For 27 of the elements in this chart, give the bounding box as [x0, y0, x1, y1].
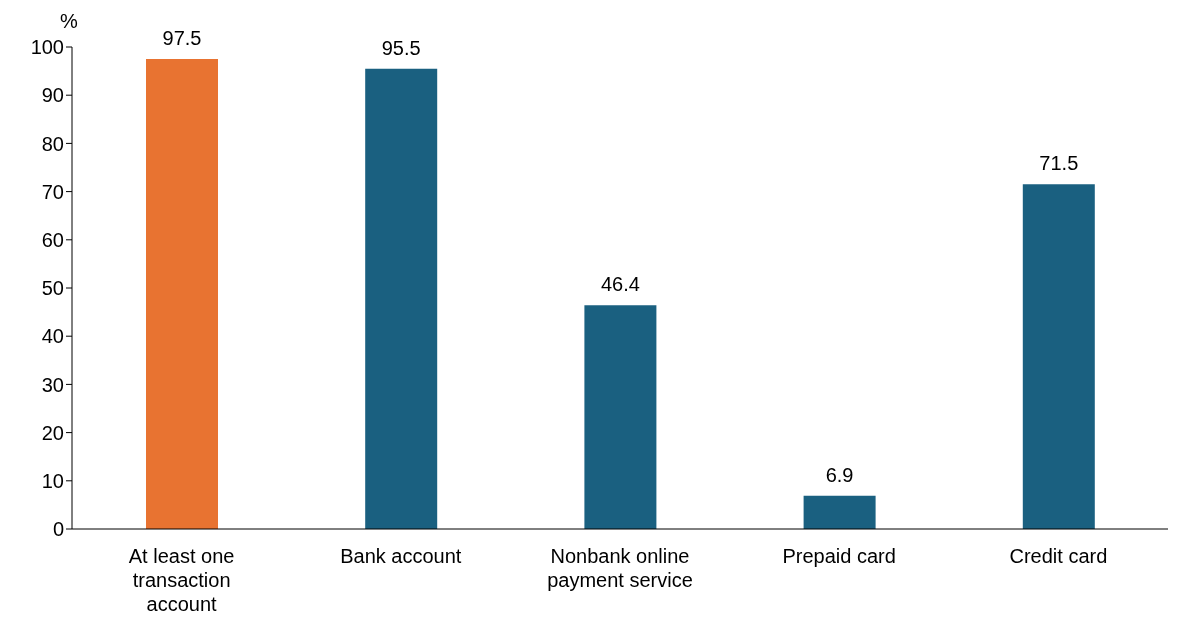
y-axis-title: % [60, 10, 78, 33]
y-tick-label: 30 [41, 373, 64, 396]
data-label: 71.5 [1039, 152, 1079, 175]
y-tick-label: 80 [41, 132, 64, 155]
y-tick-label: 70 [41, 180, 64, 203]
x-tick-label: At least one transaction account [128, 545, 235, 615]
y-tick-label: 100 [30, 36, 64, 59]
data-label: 97.5 [162, 27, 202, 50]
bar [1022, 184, 1095, 529]
bar [803, 495, 876, 529]
y-tick-label: 90 [41, 84, 64, 107]
data-label: 6.9 [825, 463, 854, 486]
y-tick-label: 10 [41, 469, 64, 492]
bar [584, 305, 657, 529]
y-tick-label: 50 [41, 277, 64, 300]
data-label: 95.5 [381, 36, 421, 59]
x-tick-label: Bank account [340, 545, 462, 567]
y-tick-label: 60 [41, 228, 64, 251]
x-tick-label: Nonbank online payment service [547, 545, 693, 591]
data-label: 46.4 [600, 273, 640, 296]
x-tick-label: Credit card [1009, 545, 1108, 567]
bar [146, 59, 218, 529]
y-tick-label: 0 [52, 518, 64, 541]
x-tick-label: Prepaid card [782, 545, 896, 567]
y-tick-label: 20 [41, 421, 64, 444]
bar [365, 68, 438, 529]
y-tick-label: 40 [41, 325, 64, 348]
